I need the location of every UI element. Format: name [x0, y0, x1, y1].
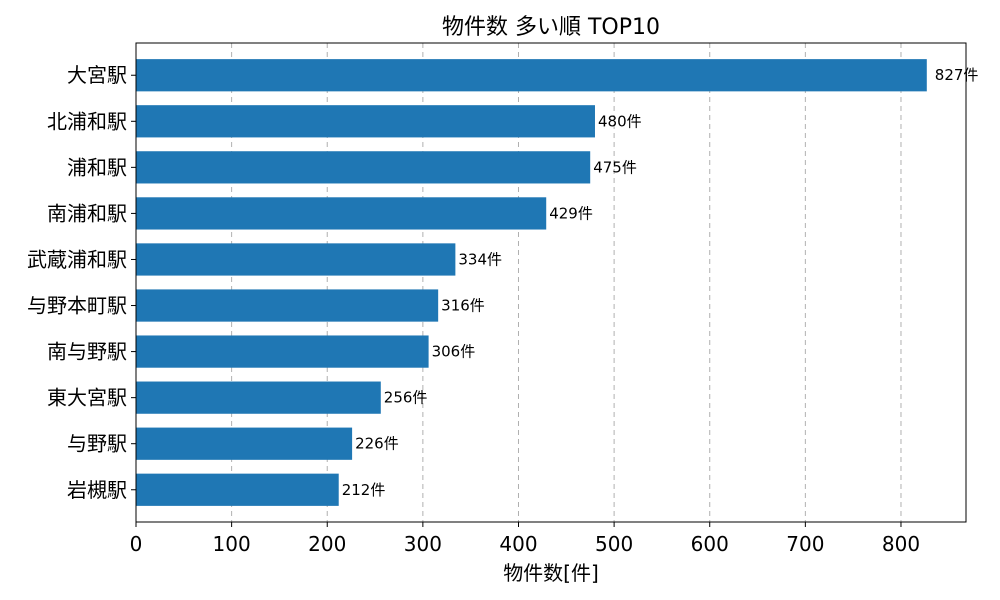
x-tick-label: 400 [499, 532, 537, 556]
x-axis-ticks: 0 100 200 300 400 500 600 700 800 [130, 522, 920, 556]
bars [136, 59, 927, 506]
y-category-label: 南与野駅 [47, 340, 127, 364]
y-category-label: 与野本町駅 [27, 294, 127, 318]
y-category-label: 東大宮駅 [47, 386, 127, 410]
bar-value-label: 306件 [432, 343, 476, 361]
bar [136, 59, 927, 92]
bar [136, 105, 595, 138]
x-tick-label: 600 [691, 532, 729, 556]
bar [136, 473, 339, 506]
bar-value-label: 475件 [593, 158, 637, 176]
bar [136, 381, 381, 414]
bar [136, 335, 429, 368]
bar-value-label: 256件 [384, 389, 428, 407]
plot-frame [135, 42, 967, 523]
x-tick-label: 0 [130, 532, 143, 556]
x-tick-label: 700 [786, 532, 824, 556]
data-labels: 827件 480件 475件 429件 334件 316件 306件 256件 226件 212件 [342, 66, 979, 499]
bar-value-label: 212件 [342, 481, 386, 499]
y-category-label: 大宮駅 [67, 63, 127, 87]
y-category-label: 南浦和駅 [47, 201, 127, 225]
bar-value-label: 480件 [598, 112, 642, 130]
bar-value-label: 827件 [935, 66, 979, 84]
bar-value-label: 226件 [355, 435, 399, 453]
x-tick-label: 500 [595, 532, 633, 556]
y-category-label: 岩槻駅 [67, 478, 127, 502]
bar [136, 151, 591, 184]
y-category-label: 浦和駅 [67, 155, 127, 179]
bar-value-label: 316件 [441, 297, 485, 315]
y-category-label: 与野駅 [67, 432, 127, 456]
x-tick-label: 800 [882, 532, 920, 556]
y-category-label: 北浦和駅 [47, 109, 127, 133]
bar [136, 427, 353, 460]
bar [136, 243, 456, 276]
chart-title: 物件数 多い順 TOP10 [442, 15, 660, 40]
bar [136, 197, 547, 230]
x-tick-label: 300 [404, 532, 442, 556]
y-category-label: 武蔵浦和駅 [27, 247, 127, 271]
bar-value-label: 334件 [458, 250, 502, 268]
x-tick-label: 200 [308, 532, 346, 556]
x-axis-label: 物件数[件] [503, 561, 599, 585]
x-tick-label: 100 [213, 532, 251, 556]
bar [136, 289, 439, 322]
bar-value-label: 429件 [549, 204, 593, 222]
